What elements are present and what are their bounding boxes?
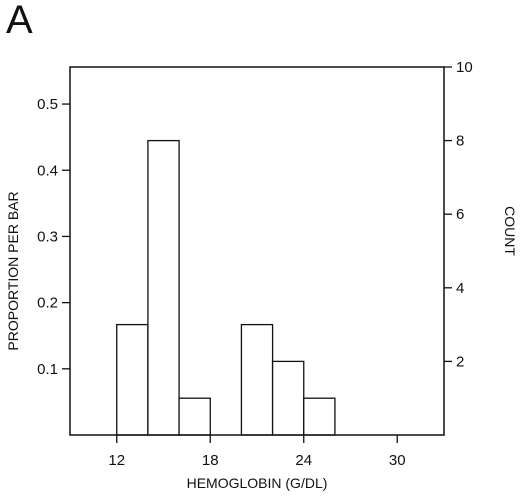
- x-tick-label: 24: [295, 452, 312, 469]
- left-tick-label: 0.3: [37, 228, 58, 245]
- x-tick-label: 18: [202, 452, 219, 469]
- x-axis-ticks: 12 18 24 30: [108, 435, 406, 469]
- left-axis-title: PROPORTION PER BAR: [5, 191, 21, 350]
- right-tick-label: 4: [456, 280, 464, 297]
- right-tick-label: 6: [456, 206, 464, 223]
- histogram-bar: [240, 323, 274, 436]
- right-axis-title: COUNT: [502, 206, 518, 256]
- x-tick-label: 12: [108, 452, 125, 469]
- right-tick-label: 2: [456, 353, 464, 370]
- x-axis-title: HEMOGLOBIN (G/DL): [187, 475, 328, 491]
- right-axis-ticks: 2 4 6 8 10: [444, 59, 473, 370]
- panel-label: A: [6, 0, 33, 42]
- x-tick-label: 30: [389, 452, 406, 469]
- histogram-bar: [147, 139, 180, 436]
- right-tick-label: 10: [456, 59, 473, 76]
- histogram-bar: [303, 397, 336, 436]
- plot-frame: [69, 66, 445, 436]
- left-tick-label: 0.5: [37, 96, 58, 113]
- histogram-bar: [116, 323, 149, 436]
- bars-group: [116, 139, 336, 436]
- right-tick-label: 8: [456, 133, 464, 150]
- histogram-bar: [271, 360, 305, 436]
- left-tick-label: 0.1: [37, 361, 58, 378]
- left-axis-ticks: 0.1 0.2 0.3 0.4 0.5: [37, 96, 70, 378]
- left-tick-label: 0.4: [37, 162, 58, 179]
- left-tick-label: 0.2: [37, 295, 58, 312]
- histogram-bar: [178, 397, 211, 436]
